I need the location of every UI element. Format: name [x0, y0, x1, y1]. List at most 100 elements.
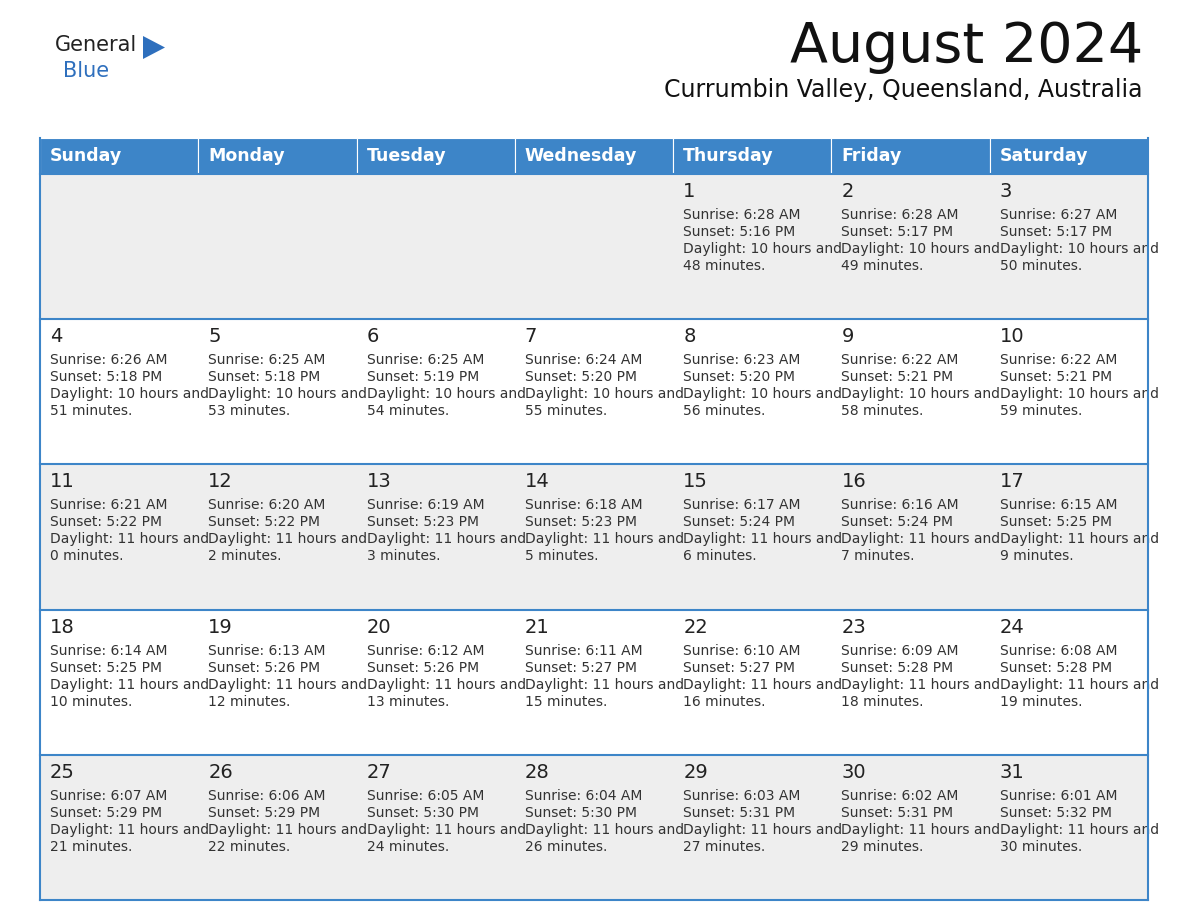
Text: Daylight: 10 hours and: Daylight: 10 hours and — [1000, 242, 1158, 256]
Text: Sunset: 5:30 PM: Sunset: 5:30 PM — [367, 806, 479, 820]
Text: Sunset: 5:21 PM: Sunset: 5:21 PM — [1000, 370, 1112, 385]
Text: 51 minutes.: 51 minutes. — [50, 404, 132, 419]
Bar — [514, 174, 674, 319]
Bar — [674, 610, 832, 755]
Text: Sunday: Sunday — [50, 147, 122, 165]
Bar — [356, 138, 514, 174]
Bar — [356, 610, 514, 755]
Text: Sunset: 5:22 PM: Sunset: 5:22 PM — [50, 515, 162, 530]
Text: Sunset: 5:20 PM: Sunset: 5:20 PM — [683, 370, 795, 385]
Bar — [832, 138, 990, 174]
Bar — [674, 465, 832, 610]
Text: 22 minutes.: 22 minutes. — [208, 840, 291, 854]
Text: 7 minutes.: 7 minutes. — [841, 549, 915, 564]
Text: 5 minutes.: 5 minutes. — [525, 549, 599, 564]
Text: 14: 14 — [525, 473, 550, 491]
Text: Sunrise: 6:09 AM: Sunrise: 6:09 AM — [841, 644, 959, 657]
Text: Daylight: 11 hours and: Daylight: 11 hours and — [208, 823, 367, 837]
Text: Sunset: 5:24 PM: Sunset: 5:24 PM — [841, 515, 954, 530]
Text: Sunset: 5:25 PM: Sunset: 5:25 PM — [50, 661, 162, 675]
Bar — [832, 755, 990, 900]
Bar — [832, 319, 990, 465]
Text: 13 minutes.: 13 minutes. — [367, 695, 449, 709]
Text: Sunset: 5:25 PM: Sunset: 5:25 PM — [1000, 515, 1112, 530]
Text: 6: 6 — [367, 327, 379, 346]
Text: Daylight: 10 hours and: Daylight: 10 hours and — [367, 387, 525, 401]
Text: 55 minutes.: 55 minutes. — [525, 404, 607, 419]
Bar — [356, 319, 514, 465]
Text: Sunrise: 6:10 AM: Sunrise: 6:10 AM — [683, 644, 801, 657]
Text: Sunrise: 6:11 AM: Sunrise: 6:11 AM — [525, 644, 643, 657]
Text: 30 minutes.: 30 minutes. — [1000, 840, 1082, 854]
Text: Sunrise: 6:19 AM: Sunrise: 6:19 AM — [367, 498, 485, 512]
Text: Blue: Blue — [63, 61, 109, 81]
Text: 1: 1 — [683, 182, 695, 201]
Text: Daylight: 11 hours and: Daylight: 11 hours and — [50, 677, 209, 691]
Text: 56 minutes.: 56 minutes. — [683, 404, 765, 419]
Bar — [40, 174, 198, 319]
Text: Sunset: 5:17 PM: Sunset: 5:17 PM — [841, 225, 954, 239]
Text: Daylight: 10 hours and: Daylight: 10 hours and — [841, 242, 1000, 256]
Text: Daylight: 10 hours and: Daylight: 10 hours and — [50, 387, 209, 401]
Text: Sunset: 5:23 PM: Sunset: 5:23 PM — [525, 515, 637, 530]
Text: Sunset: 5:19 PM: Sunset: 5:19 PM — [367, 370, 479, 385]
Text: Sunrise: 6:06 AM: Sunrise: 6:06 AM — [208, 789, 326, 803]
Text: Daylight: 10 hours and: Daylight: 10 hours and — [1000, 387, 1158, 401]
Text: Sunset: 5:30 PM: Sunset: 5:30 PM — [525, 806, 637, 820]
Text: Daylight: 11 hours and: Daylight: 11 hours and — [367, 532, 526, 546]
Bar — [198, 755, 356, 900]
Text: Wednesday: Wednesday — [525, 147, 637, 165]
Text: Daylight: 10 hours and: Daylight: 10 hours and — [841, 387, 1000, 401]
Text: Sunset: 5:23 PM: Sunset: 5:23 PM — [367, 515, 479, 530]
Text: Daylight: 10 hours and: Daylight: 10 hours and — [683, 387, 842, 401]
Text: 6 minutes.: 6 minutes. — [683, 549, 757, 564]
Text: Sunrise: 6:27 AM: Sunrise: 6:27 AM — [1000, 208, 1117, 222]
Text: 3: 3 — [1000, 182, 1012, 201]
Text: Sunrise: 6:25 AM: Sunrise: 6:25 AM — [208, 353, 326, 367]
Text: Sunrise: 6:28 AM: Sunrise: 6:28 AM — [841, 208, 959, 222]
Bar — [674, 138, 832, 174]
Text: 10 minutes.: 10 minutes. — [50, 695, 132, 709]
Text: Sunrise: 6:18 AM: Sunrise: 6:18 AM — [525, 498, 643, 512]
Bar — [832, 174, 990, 319]
Text: Daylight: 11 hours and: Daylight: 11 hours and — [367, 677, 526, 691]
Bar — [514, 138, 674, 174]
Text: Daylight: 10 hours and: Daylight: 10 hours and — [683, 242, 842, 256]
Text: Sunset: 5:28 PM: Sunset: 5:28 PM — [1000, 661, 1112, 675]
Text: Sunset: 5:28 PM: Sunset: 5:28 PM — [841, 661, 954, 675]
Text: 29: 29 — [683, 763, 708, 782]
Bar — [40, 465, 198, 610]
Text: Friday: Friday — [841, 147, 902, 165]
Text: Daylight: 11 hours and: Daylight: 11 hours and — [367, 823, 526, 837]
Text: Sunrise: 6:04 AM: Sunrise: 6:04 AM — [525, 789, 643, 803]
Text: Sunset: 5:26 PM: Sunset: 5:26 PM — [208, 661, 321, 675]
Text: Daylight: 11 hours and: Daylight: 11 hours and — [208, 532, 367, 546]
Text: 18 minutes.: 18 minutes. — [841, 695, 924, 709]
Text: Daylight: 11 hours and: Daylight: 11 hours and — [841, 823, 1000, 837]
Bar — [990, 319, 1148, 465]
Text: 19: 19 — [208, 618, 233, 636]
Text: Daylight: 11 hours and: Daylight: 11 hours and — [683, 532, 842, 546]
Text: Sunrise: 6:21 AM: Sunrise: 6:21 AM — [50, 498, 168, 512]
Text: 27: 27 — [367, 763, 391, 782]
Text: Sunset: 5:31 PM: Sunset: 5:31 PM — [841, 806, 954, 820]
Bar — [198, 319, 356, 465]
Bar — [990, 465, 1148, 610]
Text: Sunrise: 6:08 AM: Sunrise: 6:08 AM — [1000, 644, 1117, 657]
Bar — [514, 465, 674, 610]
Text: 20: 20 — [367, 618, 391, 636]
Text: 16: 16 — [841, 473, 866, 491]
Text: 5: 5 — [208, 327, 221, 346]
Text: 29 minutes.: 29 minutes. — [841, 840, 924, 854]
Text: Daylight: 11 hours and: Daylight: 11 hours and — [683, 823, 842, 837]
Text: Sunset: 5:24 PM: Sunset: 5:24 PM — [683, 515, 795, 530]
Text: 0 minutes.: 0 minutes. — [50, 549, 124, 564]
Text: Daylight: 11 hours and: Daylight: 11 hours and — [525, 677, 684, 691]
Text: Sunrise: 6:01 AM: Sunrise: 6:01 AM — [1000, 789, 1117, 803]
Text: 8: 8 — [683, 327, 695, 346]
Text: 12: 12 — [208, 473, 233, 491]
Text: Sunrise: 6:22 AM: Sunrise: 6:22 AM — [1000, 353, 1117, 367]
Text: 9 minutes.: 9 minutes. — [1000, 549, 1073, 564]
Bar — [990, 138, 1148, 174]
Bar — [198, 138, 356, 174]
